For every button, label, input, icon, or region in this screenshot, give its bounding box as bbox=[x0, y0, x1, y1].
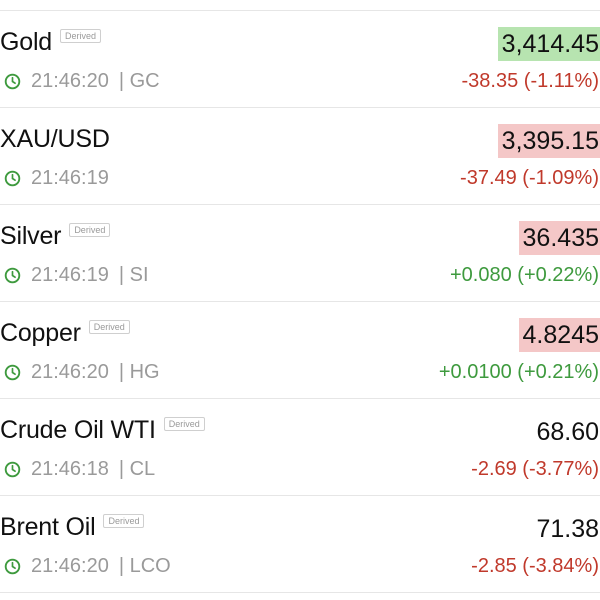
price-change: -38.35 (-1.11%) bbox=[461, 70, 599, 92]
quote-time: 21:46:19 bbox=[31, 167, 109, 189]
instrument-name: Silver bbox=[0, 222, 62, 250]
instrument-symbol: | CL bbox=[118, 458, 156, 480]
last-price: 4.8245 bbox=[518, 318, 600, 352]
price-change: +0.0100 (+0.21%) bbox=[438, 361, 599, 383]
last-price: 36.435 bbox=[518, 221, 600, 255]
quote-time: 21:46:18 bbox=[31, 458, 109, 480]
instrument-symbol: | GC bbox=[118, 70, 160, 92]
clock-icon bbox=[4, 364, 21, 380]
clock-icon bbox=[4, 267, 21, 283]
last-price: 71.38 bbox=[536, 515, 599, 543]
quotes-list: Gold Derived 21:46:20 | GC 3,414.45 -38.… bbox=[0, 11, 600, 593]
price-change: -2.69 (-3.77%) bbox=[471, 458, 599, 480]
instrument-name: XAU/USD bbox=[0, 125, 110, 153]
quote-row[interactable]: Brent Oil Derived 21:46:20 | LCO 71.38 -… bbox=[0, 496, 600, 593]
quote-row[interactable]: Crude Oil WTI Derived 21:46:18 | CL 68.6… bbox=[0, 399, 600, 496]
quote-time: 21:46:19 bbox=[31, 264, 109, 286]
derived-badge: Derived bbox=[88, 320, 130, 334]
quote-row[interactable]: XAU/USD 21:46:19 3,395.15 -37.49 (-1.09%… bbox=[0, 108, 600, 205]
instrument-symbol: | SI bbox=[118, 264, 149, 286]
last-price: 3,414.45 bbox=[497, 27, 600, 61]
instrument-name: Copper bbox=[0, 319, 81, 347]
quote-row[interactable]: Copper Derived 21:46:20 | HG 4.8245 +0.0… bbox=[0, 302, 600, 399]
top-divider bbox=[0, 10, 600, 11]
instrument-name: Crude Oil WTI bbox=[0, 416, 156, 444]
clock-icon bbox=[4, 558, 21, 574]
quote-row[interactable]: Gold Derived 21:46:20 | GC 3,414.45 -38.… bbox=[0, 11, 600, 108]
instrument-name: Brent Oil bbox=[0, 513, 96, 541]
price-change: -37.49 (-1.09%) bbox=[460, 167, 599, 189]
clock-icon bbox=[4, 73, 21, 89]
quote-time: 21:46:20 bbox=[31, 361, 109, 383]
derived-badge: Derived bbox=[60, 29, 102, 43]
clock-icon bbox=[4, 461, 21, 477]
price-change: -2.85 (-3.84%) bbox=[471, 555, 599, 577]
quote-time: 21:46:20 bbox=[31, 555, 109, 577]
instrument-name: Gold bbox=[0, 28, 53, 56]
derived-badge: Derived bbox=[69, 223, 111, 237]
quote-time: 21:46:20 bbox=[31, 70, 109, 92]
last-price: 68.60 bbox=[536, 418, 599, 446]
last-price: 3,395.15 bbox=[497, 124, 600, 158]
price-change: +0.080 (+0.22%) bbox=[450, 264, 599, 286]
derived-badge: Derived bbox=[163, 417, 205, 431]
derived-badge: Derived bbox=[103, 514, 145, 528]
quote-row[interactable]: Silver Derived 21:46:19 | SI 36.435 +0.0… bbox=[0, 205, 600, 302]
instrument-symbol: | HG bbox=[118, 361, 160, 383]
instrument-symbol: | LCO bbox=[118, 555, 171, 577]
clock-icon bbox=[4, 170, 21, 186]
